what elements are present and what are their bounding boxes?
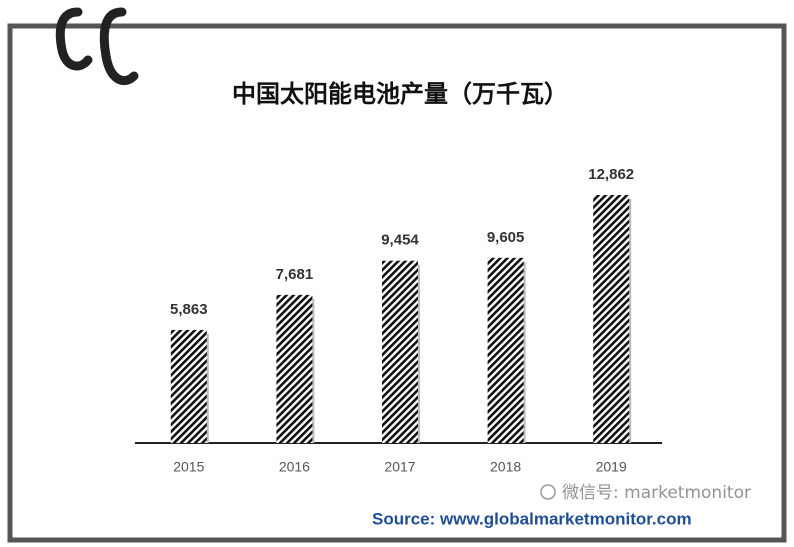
x-tick-label: 2019 (596, 459, 627, 475)
logo (55, 7, 139, 85)
x-tick-label: 2015 (173, 459, 204, 475)
value-label: 7,681 (276, 266, 314, 283)
source: Source: www.globalmarketmonitor.com (372, 509, 692, 528)
value-label: 5,863 (170, 301, 208, 318)
x-tick-label: 2016 (279, 459, 310, 475)
bar (170, 329, 207, 443)
watermark-icon (540, 484, 556, 500)
bar (382, 260, 418, 443)
x-tick-label: 2017 (384, 459, 415, 475)
bar (276, 294, 313, 443)
value-label: 9,454 (381, 232, 419, 249)
watermark: 微信号: marketmonitor (562, 483, 751, 503)
value-label: 12,862 (588, 166, 634, 183)
bar (593, 195, 630, 443)
x-tick-label: 2018 (490, 459, 521, 475)
frame (7, 23, 787, 543)
bar (487, 257, 524, 443)
value-label: 9,605 (487, 229, 525, 246)
chart-title: 中国太阳能电池产量（万千瓦） (232, 80, 568, 108)
